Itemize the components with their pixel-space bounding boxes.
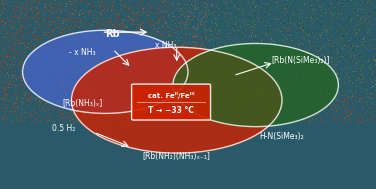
Text: H-N(SiMe₃)₂: H-N(SiMe₃)₂	[259, 132, 305, 141]
Circle shape	[71, 47, 282, 153]
Text: [Rb(N(SiMe₃)₂)]: [Rb(N(SiMe₃)₂)]	[271, 56, 330, 65]
Circle shape	[173, 43, 338, 127]
Text: T → −33 °C: T → −33 °C	[148, 106, 194, 115]
Text: [Rb(NH₂)(NH₃)ₓ₋₁]: [Rb(NH₂)(NH₃)ₓ₋₁]	[143, 152, 211, 161]
Text: x NH₃: x NH₃	[155, 41, 176, 50]
Text: [Rb(NH₃)ₓ]: [Rb(NH₃)ₓ]	[62, 99, 103, 108]
Text: cat. Feᴵᴵ/Feᴵᴵᴵ: cat. Feᴵᴵ/Feᴵᴵᴵ	[148, 92, 194, 99]
Text: - x NH₃: - x NH₃	[70, 48, 96, 57]
Text: 0.5 H₂: 0.5 H₂	[52, 124, 76, 133]
Circle shape	[23, 30, 188, 113]
FancyBboxPatch shape	[132, 84, 211, 120]
Text: Rb: Rb	[106, 29, 120, 39]
